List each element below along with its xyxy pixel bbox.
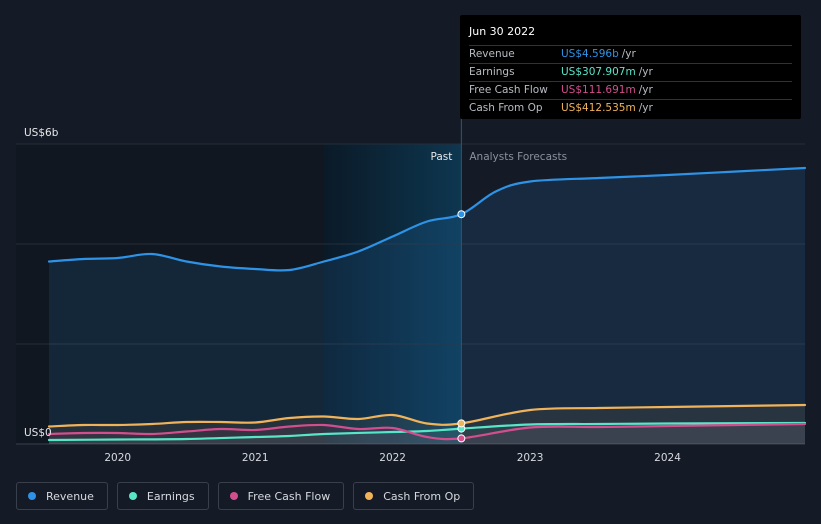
x-tick-label: 2020 [104, 452, 131, 464]
tooltip-label: Cash From Op [469, 102, 543, 114]
tooltip-value: US$111.691m [561, 84, 636, 96]
tooltip-markers [457, 210, 466, 443]
tooltip-unit: /yr [638, 66, 653, 78]
cash-from-op-line [47, 403, 807, 428]
tooltip-value: US$4.596b [561, 48, 619, 60]
tooltip-row-earnings: Earnings US$307.907m /yr [469, 63, 792, 81]
series-lines [47, 166, 807, 442]
legend-label: Cash From Op [383, 489, 461, 503]
tooltip-unit: /yr [638, 84, 653, 96]
free-cash-flow-dot-icon [229, 492, 238, 500]
x-axis-ticks: 2020 2021 2022 2023 2024 [104, 452, 681, 464]
tooltip: Jun 30 2022 Revenue US$4.596b /yr Earnin… [460, 15, 801, 119]
legend-item-cash-from-op[interactable]: Cash From Op [353, 482, 475, 510]
revenue-line [47, 166, 807, 272]
tooltip-unit: /yr [621, 48, 636, 60]
x-tick-label: 2024 [654, 452, 681, 464]
y-axis-top-label: US$6b [24, 127, 59, 139]
cash-from-op-dot-icon [365, 492, 374, 500]
free-cash-flow-marker [457, 434, 466, 443]
free-cash-flow-line [47, 422, 807, 441]
legend: Revenue Earnings Free Cash Flow Cash Fro… [16, 482, 475, 510]
revenue-dot-icon [28, 492, 36, 500]
cash-from-op-marker [457, 419, 466, 428]
tooltip-label: Earnings [469, 66, 515, 78]
earnings-line [47, 421, 807, 442]
x-tick-label: 2023 [517, 452, 544, 464]
grid-lines [16, 143, 805, 445]
earnings-area [49, 423, 805, 444]
highlight-band [323, 144, 462, 444]
x-tick-label: 2021 [242, 452, 269, 464]
past-label: Past [430, 151, 452, 163]
revenue-area [49, 168, 805, 444]
legend-item-free-cash-flow[interactable]: Free Cash Flow [217, 482, 345, 510]
forecast-label: Analysts Forecasts [469, 151, 567, 163]
tooltip-row-cash-from-op: Cash From Op US$412.535m /yr [469, 99, 792, 117]
tooltip-date: Jun 30 2022 [469, 25, 536, 38]
tooltip-row-free-cash-flow: Free Cash Flow US$111.691m /yr [469, 81, 792, 99]
earnings-dot-icon [128, 492, 137, 500]
legend-label: Earnings [146, 489, 195, 503]
tooltip-row-revenue: Revenue US$4.596b /yr [469, 45, 792, 63]
tooltip-value: US$307.907m [561, 66, 636, 78]
x-tick-label: 2022 [379, 452, 406, 464]
tooltip-label: Free Cash Flow [469, 84, 548, 96]
revenue-marker [457, 210, 466, 219]
y-axis-bottom-label: US$0 [24, 427, 52, 439]
free-cash-flow-area [49, 424, 805, 444]
legend-label: Revenue [46, 489, 94, 503]
tooltip-label: Revenue [469, 48, 515, 60]
legend-item-earnings[interactable]: Earnings [116, 482, 209, 510]
legend-label: Free Cash Flow [247, 489, 331, 503]
tooltip-unit: /yr [638, 102, 653, 114]
legend-item-revenue[interactable]: Revenue [16, 482, 108, 510]
tooltip-value: US$412.535m [561, 102, 636, 114]
